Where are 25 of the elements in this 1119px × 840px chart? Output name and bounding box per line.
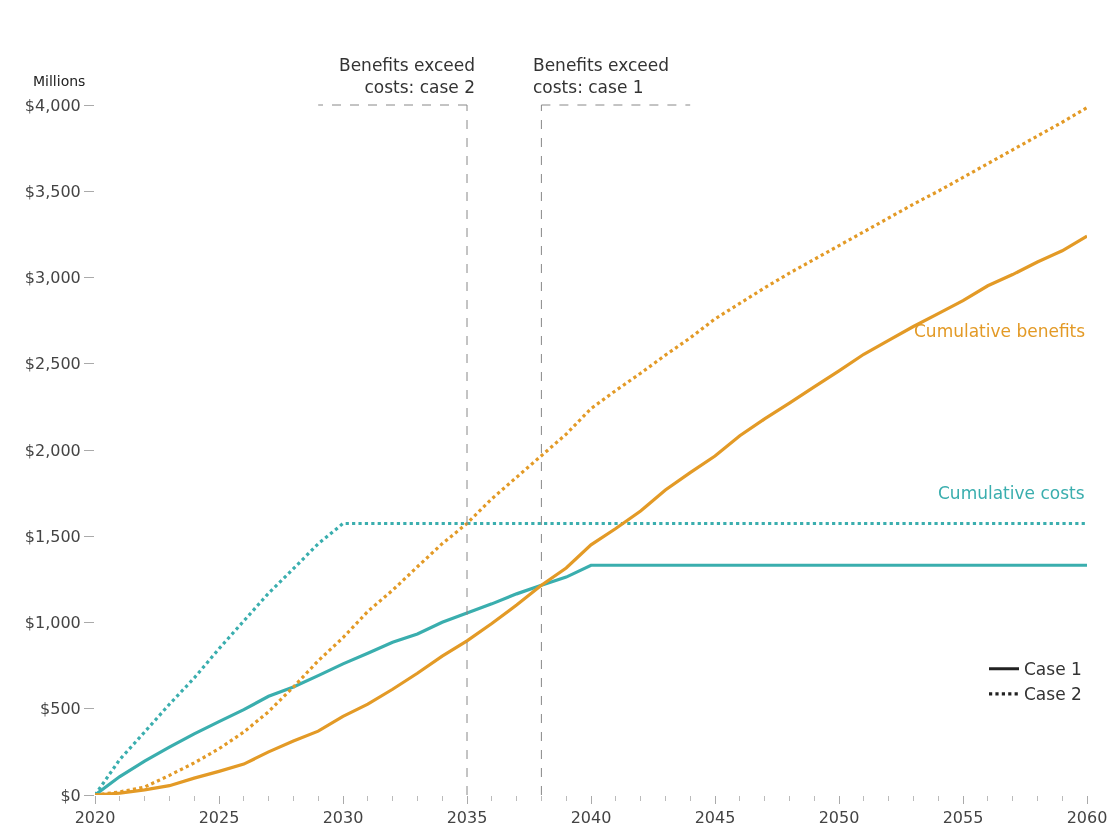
x-tick-label: 2035 bbox=[446, 808, 488, 828]
y-tick-label: $4,000 bbox=[24, 95, 81, 115]
y-tick-label: $0 bbox=[60, 785, 81, 805]
y-tick-label: $3,000 bbox=[24, 268, 81, 288]
ref-line-label: Benefits exceed costs: case 1 bbox=[533, 55, 669, 98]
legend-label: Case 1 bbox=[1024, 659, 1082, 680]
y-tick-label: $1,000 bbox=[24, 613, 81, 633]
annotation: Cumulative costs bbox=[938, 483, 1085, 503]
x-tick-label: 2025 bbox=[198, 808, 240, 828]
y-tick-label: $1,500 bbox=[24, 526, 81, 546]
x-tick-label: 2045 bbox=[694, 808, 736, 828]
ref-line-label: Benefits exceed costs: case 2 bbox=[339, 55, 475, 98]
y-tick-label: $3,500 bbox=[24, 181, 81, 201]
y-axis-title: Millions bbox=[33, 73, 86, 89]
x-tick-label: 2020 bbox=[74, 808, 116, 828]
legend-label: Case 2 bbox=[1024, 684, 1082, 705]
x-tick-label: 2040 bbox=[570, 808, 612, 828]
y-tick-label: $2,500 bbox=[24, 354, 81, 374]
annotation: Cumulative benefits bbox=[914, 321, 1086, 341]
x-tick-label: 2060 bbox=[1066, 808, 1108, 828]
x-tick-label: 2055 bbox=[942, 808, 984, 828]
y-tick-label: $2,000 bbox=[24, 440, 81, 460]
x-tick-label: 2050 bbox=[818, 808, 860, 828]
x-tick-label: 2030 bbox=[322, 808, 364, 828]
y-tick-label: $500 bbox=[40, 699, 81, 719]
